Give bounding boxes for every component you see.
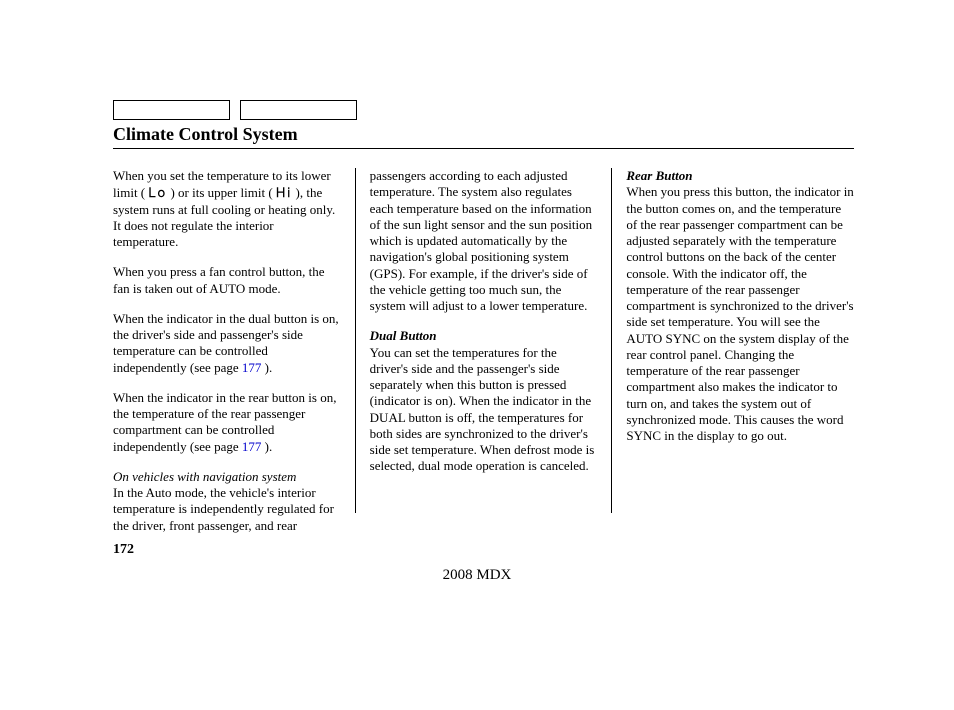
page-link-177b[interactable]: 177: [242, 439, 262, 454]
col3-section: Rear Button When you press this button, …: [626, 168, 854, 444]
column-3: Rear Button When you press this button, …: [626, 168, 854, 534]
footer-text: 2008 MDX: [0, 567, 954, 584]
col1-p4a: When the indicator in the rear button is…: [113, 390, 336, 454]
col1-p5-note: On vehicles with navigation system: [113, 469, 296, 484]
page-link-177a[interactable]: 177: [242, 360, 262, 375]
col1-p1: When you set the temperature to its lowe…: [113, 168, 341, 250]
header-box-1: [113, 100, 230, 120]
header-boxes: [113, 100, 854, 120]
col1-p1b: ) or its upper limit (: [167, 185, 276, 200]
title-rule: [113, 148, 854, 149]
lo-glyph: Lo: [148, 182, 167, 201]
header-box-2: [240, 100, 357, 120]
col2-section: Dual Button You can set the temperatures…: [370, 328, 598, 474]
dual-button-heading: Dual Button: [370, 328, 437, 343]
col1-p5-body: In the Auto mode, the vehicle's interior…: [113, 485, 334, 533]
page-number: 172: [113, 542, 134, 558]
column-separator-1: [355, 168, 356, 513]
hi-glyph: Hi: [276, 182, 292, 201]
col1-p2: When you press a fan control button, the…: [113, 264, 341, 297]
col1-p4: When the indicator in the rear button is…: [113, 390, 341, 455]
column-2: passengers according to each adjusted te…: [370, 168, 598, 534]
col2-p1: passengers according to each adjusted te…: [370, 168, 598, 314]
col1-p5: On vehicles with navigation system In th…: [113, 469, 341, 534]
column-1: When you set the temperature to its lowe…: [113, 168, 341, 534]
col2-p2: You can set the temperatures for the dri…: [370, 345, 595, 474]
col1-p3b: ).: [261, 360, 272, 375]
col1-p3a: When the indicator in the dual button is…: [113, 311, 339, 375]
col3-p1: When you press this button, the indicato…: [626, 184, 853, 443]
page-header: Climate Control System: [113, 100, 854, 149]
column-separator-2: [611, 168, 612, 513]
body-columns: When you set the temperature to its lowe…: [113, 168, 854, 534]
col1-p4b: ).: [261, 439, 272, 454]
page-title: Climate Control System: [113, 124, 854, 145]
col1-p3: When the indicator in the dual button is…: [113, 311, 341, 376]
rear-button-heading: Rear Button: [626, 168, 692, 183]
